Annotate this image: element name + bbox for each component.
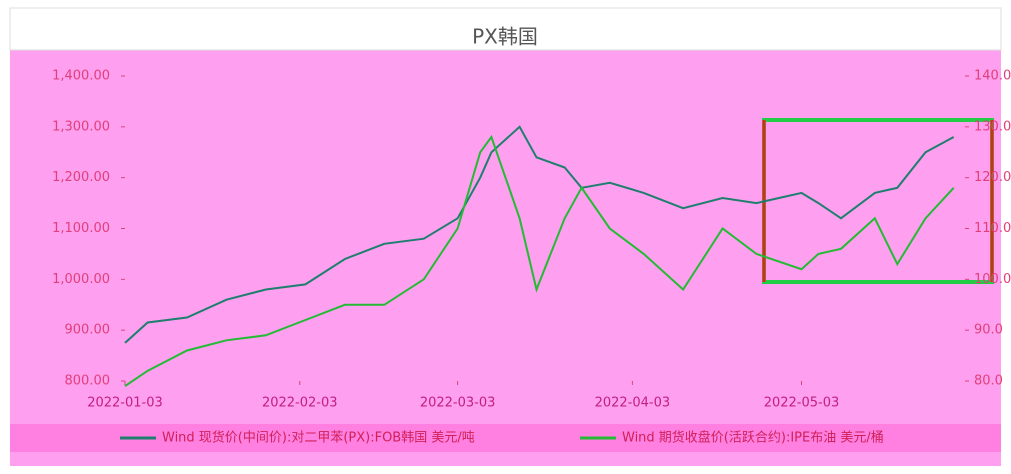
y-tick-label: 1,100.00 [52, 221, 110, 236]
y2-tick-label: 140.0 [974, 69, 1011, 84]
x-tick-label: 2022-03-03 [420, 396, 496, 411]
y-tick-label: 800.00 [65, 374, 111, 389]
y-tick-label: 1,000.00 [52, 272, 110, 287]
x-tick-label: 2022-02-03 [262, 396, 338, 411]
legend-strip [10, 424, 1001, 452]
x-tick-label: 2022-01-03 [87, 396, 163, 411]
y-tick-label: 900.00 [65, 323, 111, 338]
series-line [124, 125, 955, 344]
y2-tick-label: 90.0 [974, 323, 1003, 338]
x-tick-label: 2022-05-03 [764, 396, 840, 411]
y-tick-label: 1,300.00 [52, 119, 110, 134]
y2-tick-label: 130.0 [974, 119, 1011, 134]
y2-tick-label: 120.0 [974, 170, 1011, 185]
y2-tick-label: 100.0 [974, 272, 1011, 287]
y2-tick-label: 80.0 [974, 374, 1003, 389]
legend-label: Wind 现货价(中间价):对二甲苯(PX):FOB韩国 美元/吨 [162, 430, 475, 446]
y-tick-label: 1,200.00 [52, 170, 110, 185]
x-tick-label: 2022-04-03 [595, 396, 671, 411]
y-tick-label: 1,400.00 [52, 69, 110, 84]
title-strip [9, 7, 1002, 51]
series-line [124, 134, 955, 387]
y2-tick-label: 110.0 [974, 221, 1011, 236]
legend-label: Wind 期货收盘价(活跃合约):IPE布油 美元/桶 [622, 430, 884, 446]
chart-title: PX韩国 [472, 25, 538, 49]
